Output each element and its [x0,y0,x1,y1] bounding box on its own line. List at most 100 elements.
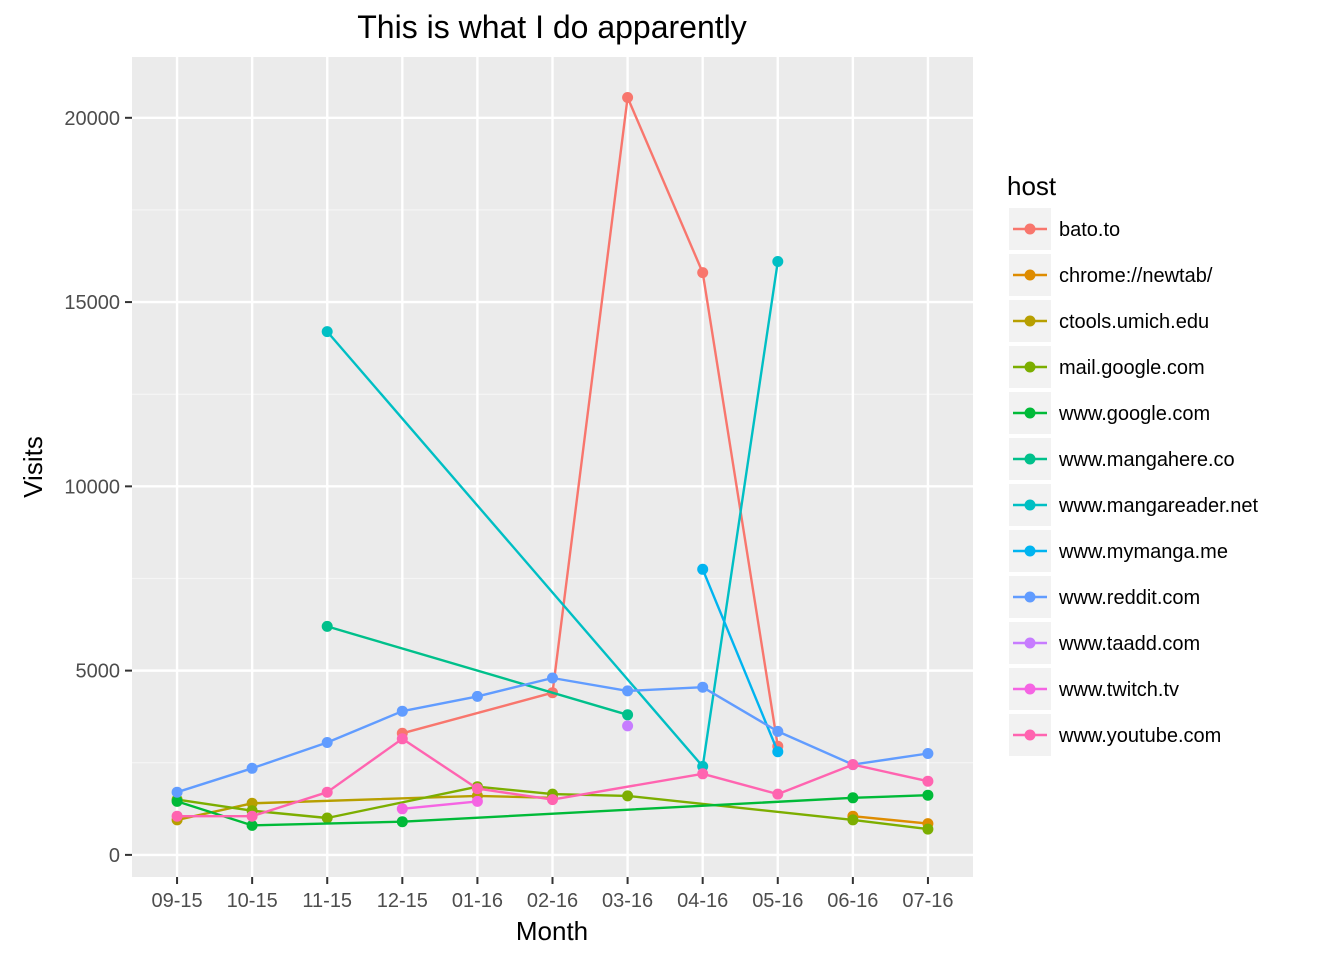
legend-item: www.twitch.tv [1009,668,1179,710]
data-point [321,326,333,338]
data-point [622,92,634,103]
data-point [922,748,934,759]
legend-label: www.twitch.tv [1058,679,1179,701]
legend-key-point [1024,545,1036,557]
data-point [396,803,408,815]
legend-item: www.mangareader.net [1009,484,1258,526]
x-tick-label: 01-16 [452,890,503,912]
legend-key-point [1024,637,1036,649]
legend-label: www.mymanga.me [1058,541,1228,563]
x-tick-label: 02-16 [527,890,578,912]
legend-key-point [1024,269,1036,281]
series-line [852,815,929,825]
data-point [697,267,709,279]
data-point [622,685,634,697]
data-point [772,256,784,267]
series-www-twitch-tv [396,795,483,815]
data-point [321,786,333,798]
data-point [697,563,709,575]
data-point [922,789,934,801]
legend-key-point [1024,223,1036,235]
y-tick-label: 15000 [64,292,120,314]
data-point [396,733,408,745]
data-point [622,720,634,732]
x-tick-label: 07-16 [902,890,953,912]
series-www-mangareader-net [321,256,784,772]
legend-label: www.google.com [1058,403,1210,425]
data-point [922,823,934,835]
series-www-taadd-com [622,720,634,732]
legend-item: www.taadd.com [1009,622,1200,664]
data-point [697,681,709,693]
x-tick-label: 05-16 [752,890,803,912]
legend-label: www.youtube.com [1058,725,1221,747]
data-point [321,737,333,748]
x-tick-label: 03-16 [602,890,653,912]
series-www-reddit-com [171,672,934,798]
legend-key-point [1024,591,1036,603]
series-www-mangahere-co [321,620,634,721]
data-point [471,795,483,807]
legend-key-point [1024,683,1036,695]
series-line [326,625,628,716]
chart-title: This is what I do apparently [357,9,747,45]
legend-item: www.mymanga.me [1009,530,1228,572]
series-line [177,737,929,818]
data-point [922,775,934,787]
data-point [246,810,258,822]
data-point [697,768,709,780]
data-point [246,762,258,774]
x-tick-label: 11-15 [302,890,352,912]
legend-label: mail.google.com [1059,357,1205,379]
data-point [246,819,258,831]
data-point [471,690,483,702]
legend: host bato.to chrome://newtab/ctools.umich… [1007,171,1258,756]
data-point [171,795,183,807]
legend-item: bato.to [1009,208,1120,250]
legend-key-point [1024,499,1036,511]
x-axis-title: Month [516,916,588,946]
series-bato-to [396,92,784,752]
x-tick-label: 06-16 [827,890,878,912]
data-point [772,746,784,758]
data-point [396,705,408,717]
data-point [547,672,558,684]
legend-label: chrome://newtab/ [1059,265,1213,287]
legend-item: www.reddit.com [1009,576,1200,618]
legend-item: chrome://newtab/ [1009,254,1213,296]
x-tick-label: 12-15 [377,890,428,912]
legend-item: mail.google.com [1009,346,1205,388]
legend-item: www.mangahere.co [1009,438,1235,480]
data-point [321,620,333,632]
legend-key-point [1024,361,1036,373]
legend-label: www.taadd.com [1058,633,1200,655]
legend-label: ctools.umich.edu [1059,311,1209,333]
series-www-mymanga-me [697,563,784,758]
y-tick-label: 0 [109,845,120,867]
data-point [396,816,408,828]
legend-key-point [1024,407,1036,419]
data-point [471,783,483,795]
data-point [622,709,634,721]
legend-title: host [1007,171,1057,201]
series-line [176,794,553,822]
x-tick-label: 10-15 [227,890,278,912]
series-line [402,800,478,810]
x-tick-label: 09-15 [151,890,202,912]
legend-label: www.reddit.com [1058,587,1200,609]
legend-key-point [1024,453,1036,465]
legend-label: www.mangareader.net [1058,495,1258,517]
data-point [772,788,784,800]
data-point [171,786,183,798]
y-axis-title: Visits [18,436,48,498]
legend-label: bato.to [1059,219,1120,241]
y-tick-label: 10000 [64,476,120,498]
data-point [847,792,859,804]
x-tick-label: 04-16 [677,890,728,912]
legend-key-point [1024,315,1036,327]
legend-item: www.youtube.com [1009,714,1221,756]
data-point [847,759,859,771]
legend-key-point [1024,729,1036,741]
data-point [772,725,784,737]
